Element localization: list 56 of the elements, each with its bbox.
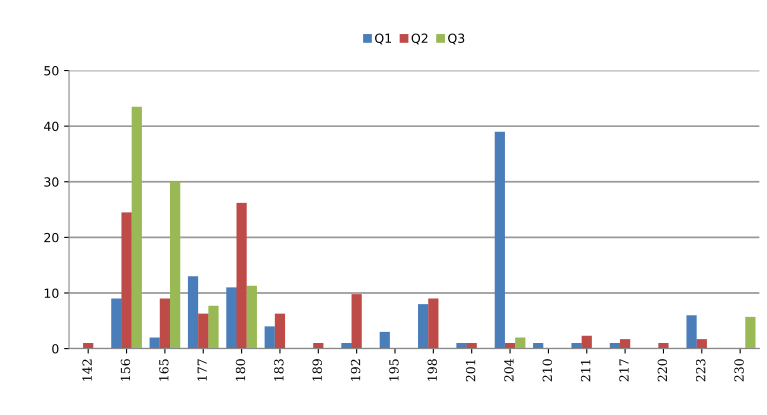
legend-label: Q1 bbox=[375, 34, 392, 44]
x-tick-label: 211 bbox=[580, 360, 590, 382]
bar bbox=[246, 286, 257, 349]
bar bbox=[533, 343, 544, 349]
bar bbox=[515, 337, 526, 349]
bar bbox=[620, 339, 630, 349]
legend-label: Q3 bbox=[448, 34, 464, 44]
bar bbox=[83, 343, 94, 349]
x-tick-label: 180 bbox=[236, 359, 246, 381]
x-tick-label: 204 bbox=[504, 358, 514, 382]
bar bbox=[160, 298, 170, 349]
x-tick-label: 217 bbox=[619, 359, 629, 382]
x-tick-label: 142 bbox=[82, 360, 92, 381]
bar bbox=[150, 337, 160, 349]
y-tick-label: 10 bbox=[44, 288, 58, 298]
x-tick-label: 192 bbox=[350, 360, 360, 381]
bar bbox=[121, 212, 132, 349]
y-tick-label: 50 bbox=[44, 66, 58, 76]
x-tick-label: 201 bbox=[466, 360, 476, 382]
bar bbox=[494, 132, 505, 349]
x-tick-label: 177 bbox=[197, 359, 207, 381]
x-tick-label: 195 bbox=[389, 359, 399, 381]
x-tick-label: 230 bbox=[734, 359, 744, 382]
bar bbox=[111, 298, 122, 349]
bar bbox=[428, 298, 438, 349]
bar bbox=[380, 332, 390, 349]
bar bbox=[226, 287, 236, 349]
bar bbox=[418, 304, 428, 349]
bar bbox=[132, 106, 142, 349]
bar bbox=[208, 306, 219, 349]
y-tick-label: 40 bbox=[44, 122, 58, 132]
bar bbox=[686, 315, 697, 349]
y-tick-label: 0 bbox=[52, 344, 58, 354]
bar bbox=[466, 343, 477, 349]
bar bbox=[188, 276, 198, 349]
x-tick-label: 189 bbox=[312, 359, 322, 381]
x-tick-label: 210 bbox=[542, 359, 552, 382]
x-tick-label: 223 bbox=[696, 359, 706, 382]
x-tick-label: 183 bbox=[274, 359, 284, 381]
bar bbox=[582, 336, 592, 349]
bar bbox=[170, 182, 180, 349]
bar bbox=[696, 339, 707, 349]
x-tick-label: 198 bbox=[428, 359, 437, 381]
x-tick-label: 165 bbox=[159, 359, 169, 381]
bar bbox=[745, 316, 756, 349]
bar bbox=[274, 314, 286, 349]
bar bbox=[236, 202, 247, 349]
bar bbox=[313, 343, 324, 349]
y-tick-label: 30 bbox=[44, 177, 58, 187]
bar bbox=[352, 294, 362, 349]
bar bbox=[264, 326, 275, 349]
x-tick-label: 220 bbox=[658, 359, 668, 382]
y-tick-label: 20 bbox=[44, 232, 58, 242]
bar bbox=[198, 314, 208, 349]
x-tick-label: 156 bbox=[120, 359, 130, 381]
legend-label: Q2 bbox=[412, 34, 428, 44]
